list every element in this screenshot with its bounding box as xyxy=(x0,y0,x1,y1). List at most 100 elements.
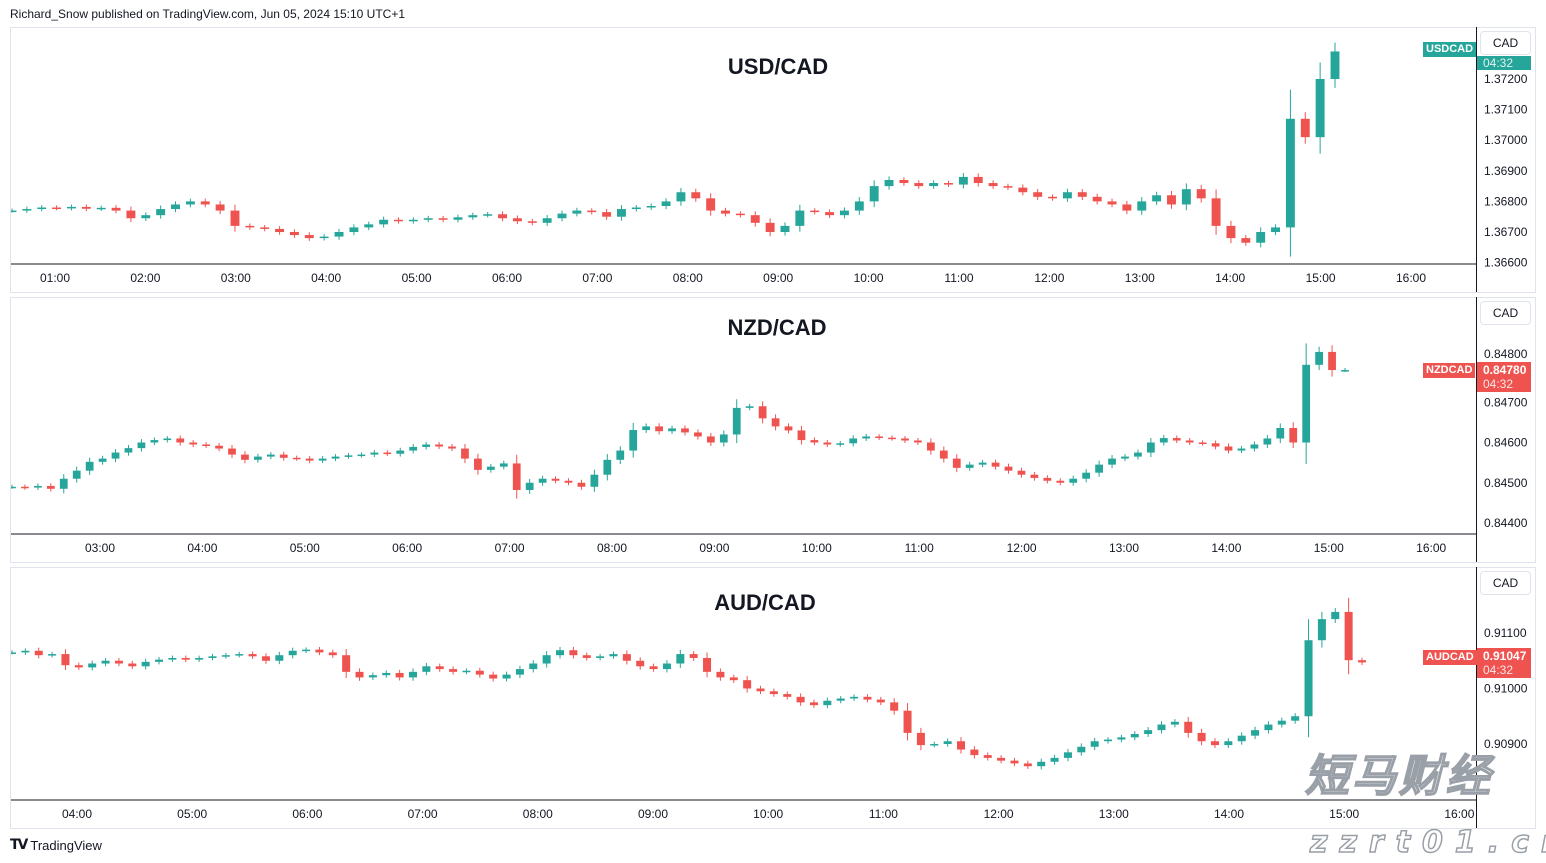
usdcad-currency-button[interactable]: CAD xyxy=(1480,31,1531,55)
candle xyxy=(564,478,573,486)
candle-body xyxy=(408,671,417,678)
candle-body xyxy=(1237,448,1246,451)
candle-body xyxy=(1090,741,1099,747)
candle-body xyxy=(769,691,778,695)
candle xyxy=(631,205,641,212)
candle xyxy=(916,727,925,751)
candle-body xyxy=(21,650,30,653)
candle-body xyxy=(515,669,524,675)
candle xyxy=(1210,738,1219,749)
candle xyxy=(1263,434,1272,449)
candle xyxy=(499,460,508,470)
candle xyxy=(21,484,29,490)
candle-body xyxy=(1050,757,1059,762)
candle xyxy=(609,651,618,659)
candle xyxy=(988,180,998,189)
time-tick-label: 04:00 xyxy=(311,271,341,285)
candle xyxy=(636,657,645,670)
candle xyxy=(823,697,832,709)
candle-body xyxy=(1210,741,1219,746)
candle-body xyxy=(318,458,327,461)
candle xyxy=(1023,760,1032,769)
candle-body xyxy=(1018,187,1028,193)
candle xyxy=(582,652,591,661)
candle xyxy=(1010,757,1019,767)
watermark-url: zzrt01.cn xyxy=(1309,825,1546,861)
candle-body xyxy=(355,671,364,678)
candle xyxy=(248,651,257,659)
candle xyxy=(1090,737,1099,751)
candle-body xyxy=(81,206,91,209)
candle-body xyxy=(128,663,137,667)
candle-body xyxy=(616,450,625,460)
candle xyxy=(438,215,448,223)
price-tick-label: 0.91100 xyxy=(1484,626,1527,640)
candle-body xyxy=(304,235,314,239)
candle xyxy=(124,445,133,456)
candle-body xyxy=(176,438,185,443)
candle xyxy=(468,212,478,220)
nzdcad-price-badge: 0.84780 04:32 xyxy=(1477,362,1531,392)
candle xyxy=(810,437,819,446)
tradingview-footer[interactable]: TV TradingView xyxy=(10,837,102,853)
candle xyxy=(646,203,656,210)
candle-body xyxy=(603,459,612,475)
candle xyxy=(617,205,626,221)
candle-body xyxy=(98,458,107,462)
candle-body xyxy=(1030,474,1039,478)
candle xyxy=(542,215,552,226)
candle-body xyxy=(498,214,508,219)
candle-body xyxy=(1117,737,1126,740)
candle-body xyxy=(796,696,805,703)
time-tick-label: 05:00 xyxy=(177,807,207,821)
candle-body xyxy=(983,755,992,758)
candle-body xyxy=(538,478,547,483)
candle-body xyxy=(1004,466,1013,471)
candle xyxy=(721,207,730,217)
nzdcad-currency-button[interactable]: CAD xyxy=(1480,301,1531,325)
candle-body xyxy=(1043,477,1052,481)
candle xyxy=(453,214,463,223)
candle-body xyxy=(1185,440,1194,443)
candle xyxy=(577,479,586,490)
candle-body xyxy=(85,461,94,471)
candle xyxy=(1289,422,1298,449)
candle xyxy=(957,737,966,754)
candle xyxy=(1121,454,1129,462)
candle-body xyxy=(795,210,805,226)
candle xyxy=(96,205,106,211)
candle-body xyxy=(189,442,198,445)
candle xyxy=(254,453,262,463)
candle-body xyxy=(1063,752,1072,758)
candle xyxy=(37,205,47,212)
candle xyxy=(435,663,444,672)
candle-body xyxy=(914,440,922,443)
candle-body xyxy=(461,448,469,459)
candle xyxy=(629,422,638,458)
nzdcad-candles xyxy=(11,343,1349,499)
candle-body xyxy=(929,183,939,187)
time-tick-label: 03:00 xyxy=(85,541,115,555)
candle-body xyxy=(1095,464,1103,473)
audcad-currency-button[interactable]: CAD xyxy=(1480,571,1531,595)
candle-body xyxy=(529,663,538,670)
candle xyxy=(394,217,403,224)
candle-body xyxy=(930,744,939,746)
candle-body xyxy=(1033,192,1043,197)
candle-body xyxy=(991,462,1000,467)
candle-body xyxy=(228,448,236,455)
candle-body xyxy=(642,426,651,431)
candle xyxy=(396,447,405,457)
price-tick-label: 1.36700 xyxy=(1484,225,1528,239)
candle xyxy=(735,211,745,218)
candle xyxy=(572,207,582,217)
candle xyxy=(171,201,180,213)
candle-body xyxy=(1122,204,1132,211)
candle-body xyxy=(1037,761,1046,767)
candle xyxy=(1043,475,1052,484)
candle xyxy=(502,671,511,682)
candle xyxy=(486,463,495,473)
candle-body xyxy=(703,657,712,672)
candle xyxy=(1144,727,1153,737)
candle xyxy=(355,668,364,681)
